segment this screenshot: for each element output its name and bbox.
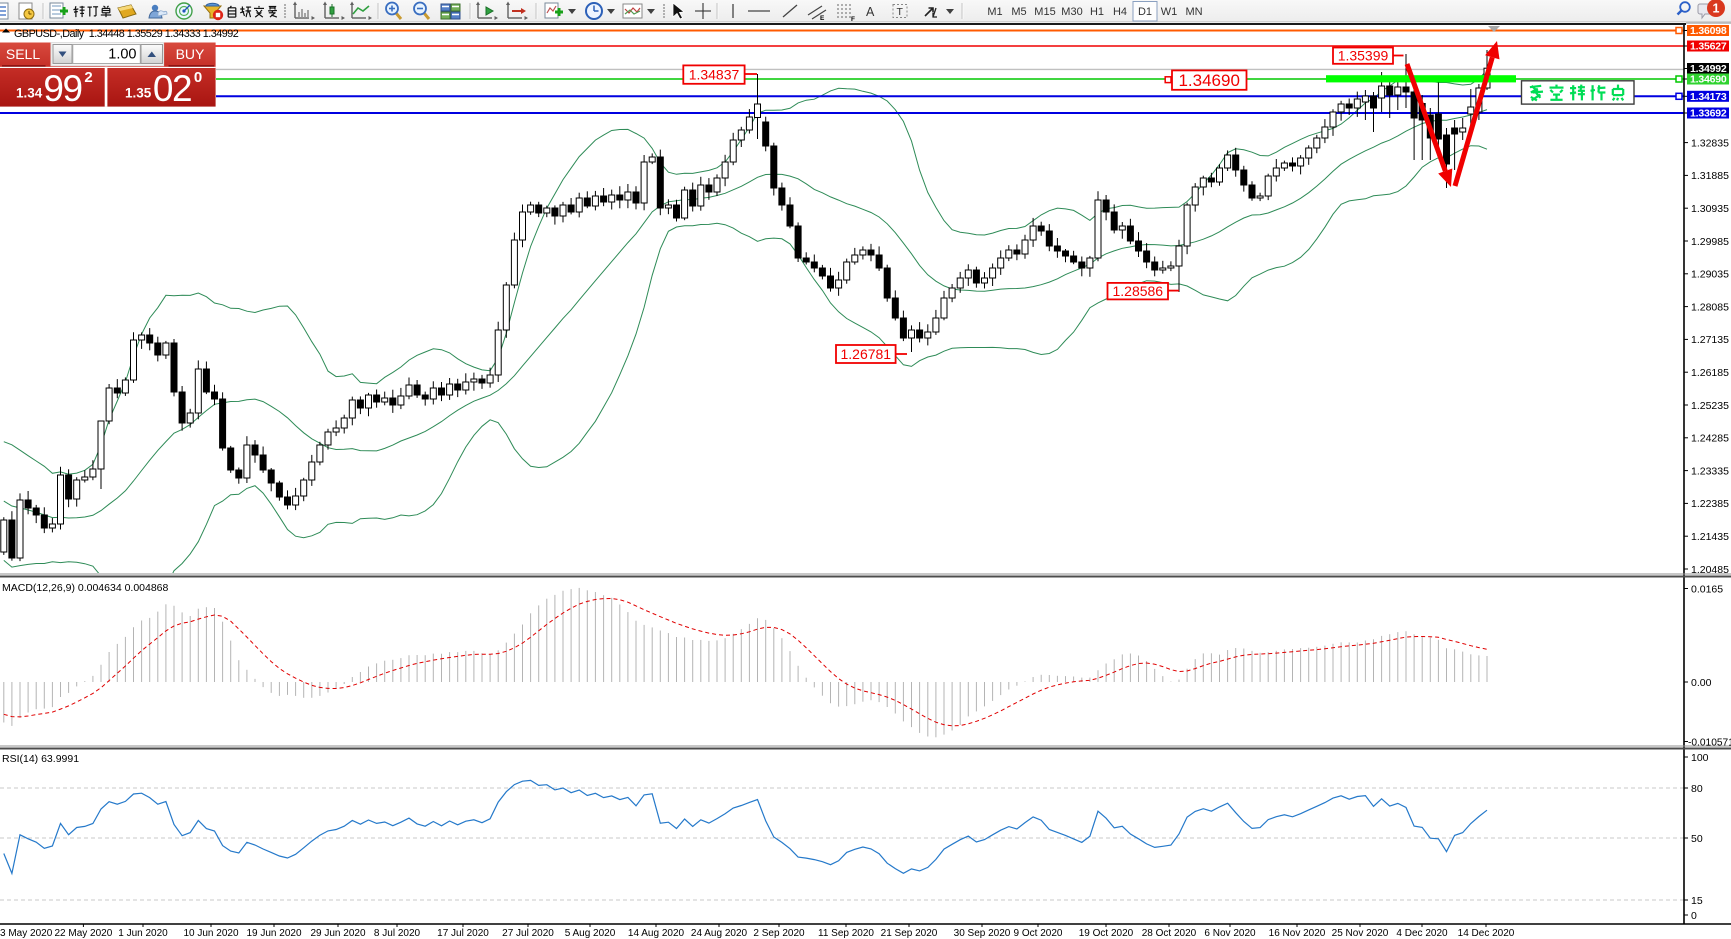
svg-text:50: 50 (1691, 833, 1703, 845)
svg-text:M5: M5 (1011, 6, 1026, 18)
svg-text:1.29985: 1.29985 (1691, 236, 1729, 248)
svg-text:1.26185: 1.26185 (1691, 367, 1729, 379)
svg-text:1.23335: 1.23335 (1691, 465, 1729, 477)
svg-text:W1: W1 (1161, 6, 1178, 18)
svg-text:E: E (820, 15, 825, 22)
svg-text:D1: D1 (1138, 6, 1152, 18)
svg-text:1.36098: 1.36098 (1690, 25, 1727, 37)
svg-text:2: 2 (84, 69, 92, 86)
svg-text:SELL: SELL (6, 46, 40, 62)
svg-text:GBPUSD-,Daily 1.34448 1.35529: GBPUSD-,Daily 1.34448 1.35529 1.34333 1.… (14, 28, 239, 40)
svg-text:MACD(12,26,9) 0.004634 0.00486: MACD(12,26,9) 0.004634 0.004868 (2, 582, 169, 594)
svg-text:RSI(14) 63.9991: RSI(14) 63.9991 (2, 753, 79, 765)
svg-text:1.35627: 1.35627 (1690, 41, 1727, 53)
svg-text:1.34: 1.34 (16, 86, 43, 101)
svg-text:1.24285: 1.24285 (1691, 433, 1729, 445)
svg-text:17 Jul 2020: 17 Jul 2020 (437, 928, 489, 939)
svg-text:1.28586: 1.28586 (1112, 283, 1163, 299)
svg-text:1.22385: 1.22385 (1691, 498, 1729, 510)
svg-text:0.0165: 0.0165 (1691, 583, 1723, 595)
svg-text:80: 80 (1691, 783, 1703, 795)
svg-text:H4: H4 (1113, 6, 1127, 18)
svg-text:15: 15 (1691, 895, 1703, 907)
svg-text:3 May 2020: 3 May 2020 (0, 928, 53, 939)
svg-text:8 Jul 2020: 8 Jul 2020 (374, 928, 421, 939)
svg-text:H1: H1 (1090, 6, 1104, 18)
svg-text:99: 99 (43, 68, 81, 109)
svg-text:1.26781: 1.26781 (840, 346, 891, 362)
svg-text:25 Nov 2020: 25 Nov 2020 (1332, 928, 1389, 939)
svg-text:1.34992: 1.34992 (1690, 63, 1727, 75)
svg-text:1.25235: 1.25235 (1691, 400, 1729, 412)
svg-text:24 Aug 2020: 24 Aug 2020 (691, 928, 748, 939)
svg-text:1.29035: 1.29035 (1691, 269, 1729, 281)
svg-text:1.34173: 1.34173 (1690, 91, 1727, 103)
svg-text:1.31885: 1.31885 (1691, 170, 1729, 182)
svg-text:-0.010571: -0.010571 (1688, 737, 1731, 748)
svg-text:F: F (851, 16, 855, 23)
svg-text:M30: M30 (1061, 6, 1082, 18)
svg-text:0.00: 0.00 (1691, 677, 1712, 689)
svg-text:1.34837: 1.34837 (689, 67, 740, 83)
svg-text:9 Oct 2020: 9 Oct 2020 (1014, 928, 1063, 939)
svg-text:5 Aug 2020: 5 Aug 2020 (565, 928, 616, 939)
svg-text:21 Sep 2020: 21 Sep 2020 (881, 928, 938, 939)
svg-text:02: 02 (153, 68, 191, 109)
svg-text:100: 100 (1691, 752, 1709, 764)
svg-text:1.34690: 1.34690 (1690, 74, 1727, 86)
svg-text:1: 1 (1713, 2, 1720, 16)
svg-text:1.30935: 1.30935 (1691, 203, 1729, 215)
svg-text:A: A (866, 5, 875, 19)
svg-text:1.28085: 1.28085 (1691, 301, 1729, 313)
svg-text:1.21435: 1.21435 (1691, 531, 1729, 543)
svg-text:1.20485: 1.20485 (1691, 564, 1729, 576)
svg-text:10 Jun 2020: 10 Jun 2020 (183, 928, 238, 939)
svg-text:1 Jun 2020: 1 Jun 2020 (118, 928, 168, 939)
svg-text:1.00: 1.00 (108, 47, 136, 63)
svg-text:14 Aug 2020: 14 Aug 2020 (628, 928, 685, 939)
svg-text:11 Sep 2020: 11 Sep 2020 (818, 928, 874, 939)
svg-text:0: 0 (194, 69, 202, 86)
svg-text:BUY: BUY (176, 46, 205, 62)
svg-text:MN: MN (1185, 6, 1202, 18)
svg-text:1.32835: 1.32835 (1691, 137, 1729, 149)
svg-text:29 Jun 2020: 29 Jun 2020 (310, 928, 365, 939)
svg-text:30 Sep 2020: 30 Sep 2020 (954, 928, 1011, 939)
svg-text:22 May 2020: 22 May 2020 (54, 928, 112, 939)
svg-text:1.27135: 1.27135 (1691, 334, 1729, 346)
svg-text:4 Dec 2020: 4 Dec 2020 (1396, 928, 1448, 939)
svg-text:27 Jul 2020: 27 Jul 2020 (502, 928, 554, 939)
svg-text:19 Oct 2020: 19 Oct 2020 (1079, 928, 1134, 939)
svg-text:1.33692: 1.33692 (1690, 108, 1727, 120)
svg-text:16 Nov 2020: 16 Nov 2020 (1269, 928, 1326, 939)
svg-text:19 Jun 2020: 19 Jun 2020 (246, 928, 301, 939)
svg-text:M1: M1 (987, 6, 1002, 18)
svg-text:2 Sep 2020: 2 Sep 2020 (753, 928, 805, 939)
svg-text:1.34690: 1.34690 (1178, 71, 1239, 90)
svg-text:0: 0 (1691, 910, 1697, 922)
svg-text:M15: M15 (1034, 6, 1055, 18)
svg-text:T: T (897, 6, 904, 18)
svg-text:14 Dec 2020: 14 Dec 2020 (1458, 928, 1515, 939)
svg-text:28 Oct 2020: 28 Oct 2020 (1142, 928, 1197, 939)
svg-text:1.35399: 1.35399 (1338, 48, 1389, 64)
svg-text:1.35: 1.35 (125, 86, 152, 101)
svg-text:6 Nov 2020: 6 Nov 2020 (1204, 928, 1256, 939)
